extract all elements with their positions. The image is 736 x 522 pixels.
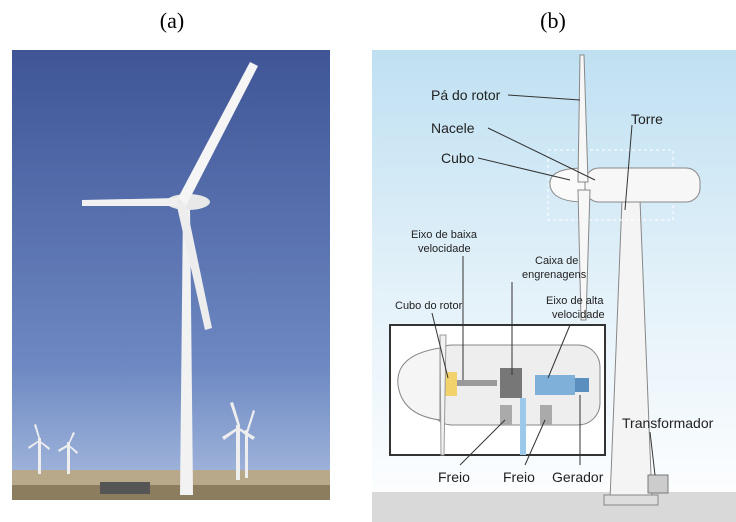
- callouts: Pá do rotor Nacele Cubo Torre Eixo de ba…: [395, 87, 714, 485]
- callout: Freio: [503, 469, 535, 485]
- callout: engrenagens: [522, 269, 587, 281]
- callout: Cubo do rotor: [395, 300, 463, 312]
- callout: Freio: [438, 469, 470, 485]
- callout: Pá do rotor: [431, 87, 501, 103]
- callout: Cubo: [441, 150, 475, 166]
- panel-label: (b): [540, 8, 566, 33]
- photo: [12, 50, 330, 500]
- callout: Eixo de baixa: [411, 229, 478, 241]
- callout: Caixa de: [535, 255, 578, 267]
- callout: Transformador: [622, 415, 714, 431]
- callout: Torre: [631, 111, 663, 127]
- leader-lines: [431, 94, 656, 476]
- callout: Nacele: [431, 120, 475, 136]
- callout: velocidade: [552, 309, 605, 321]
- callout: velocidade: [418, 243, 471, 255]
- callout: Gerador: [552, 469, 604, 485]
- diagram: [372, 50, 736, 522]
- callout: Eixo de alta: [546, 295, 604, 307]
- panel-label: (a): [160, 8, 184, 33]
